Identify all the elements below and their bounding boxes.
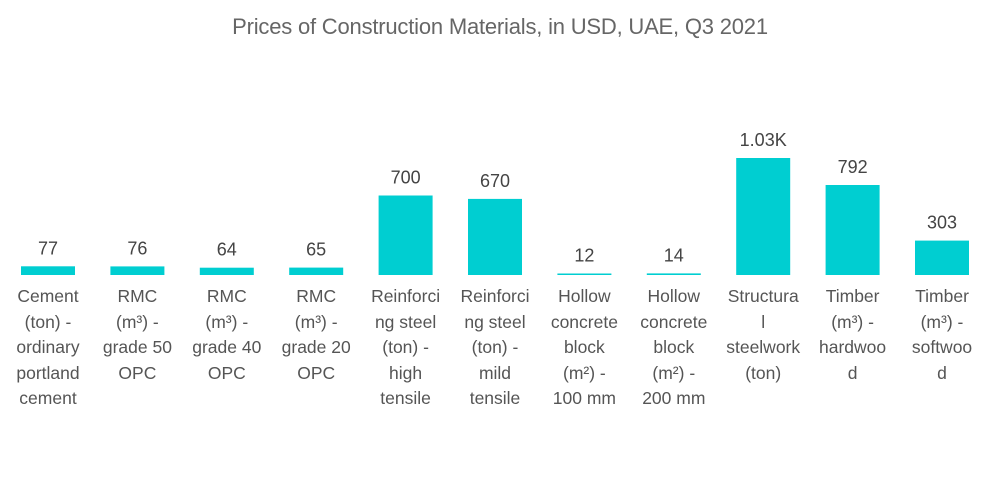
- category-label-8: Structura l steelwork (ton): [726, 286, 801, 383]
- data-labels-group: 77 76 64 65 700 670 12 14 1.03K 792 303: [38, 130, 957, 266]
- data-label-5: 670: [480, 171, 510, 191]
- data-label-7: 14: [664, 245, 684, 265]
- category-label-0: Cement (ton) - ordinary portland cement: [16, 286, 80, 408]
- category-label-5: Reinforci ng steel (ton) - mild tensile: [460, 286, 530, 408]
- category-label-2: RMC (m³) - grade 40 OPC: [192, 286, 262, 383]
- data-label-2: 64: [217, 240, 237, 260]
- bar-1: [110, 266, 165, 275]
- data-label-9: 792: [838, 157, 868, 177]
- category-label-6: Hollow concrete block (m²) - 100 mm: [550, 286, 618, 408]
- bar-10: [915, 240, 969, 275]
- bars-group: [21, 158, 969, 275]
- data-label-6: 12: [574, 246, 594, 266]
- category-label-4: Reinforci ng steel (ton) - high tensile: [371, 286, 441, 408]
- bar-8: [736, 158, 791, 275]
- data-label-10: 303: [927, 213, 957, 233]
- category-label-7: Hollow concrete block (m²) - 200 mm: [640, 286, 708, 408]
- data-label-4: 700: [391, 168, 421, 188]
- category-label-3: RMC (m³) - grade 20 OPC: [281, 286, 351, 383]
- bar-0: [21, 266, 75, 275]
- data-label-1: 76: [127, 238, 147, 258]
- bar-9: [825, 185, 880, 275]
- data-label-0: 77: [38, 238, 58, 258]
- bar-3: [289, 267, 344, 275]
- bar-4: [378, 195, 433, 275]
- bar-7: [646, 273, 701, 275]
- bar-2: [199, 267, 254, 275]
- category-label-9: Timber (m³) - hardwoo d: [819, 286, 887, 383]
- chart-title: Prices of Construction Materials, in USD…: [232, 14, 768, 39]
- data-label-8: 1.03K: [740, 130, 787, 150]
- bar-5: [468, 198, 522, 275]
- category-label-10: Timber (m³) - softwoo d: [911, 286, 973, 383]
- category-label-1: RMC (m³) - grade 50 OPC: [102, 286, 172, 383]
- data-label-3: 65: [306, 240, 326, 260]
- bar-6: [557, 273, 612, 275]
